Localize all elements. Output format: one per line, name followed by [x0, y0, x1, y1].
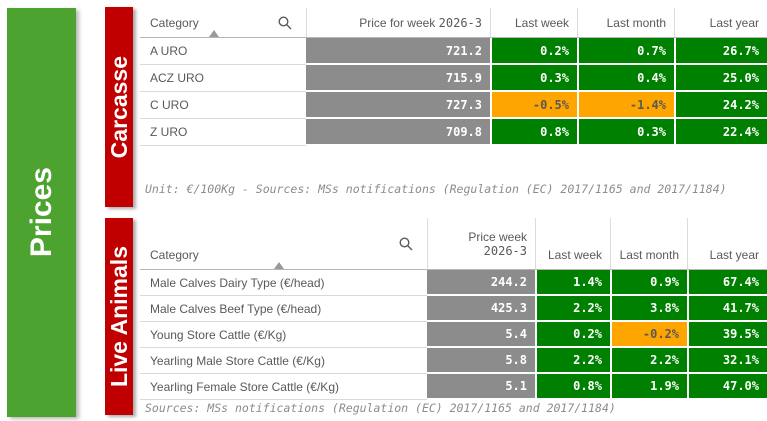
column-header-category[interactable]: Category [140, 8, 306, 38]
sort-ascending-icon [209, 30, 219, 37]
last-month-cell[interactable]: 1.9% [610, 374, 687, 400]
price-cell[interactable]: 5.4 [427, 322, 535, 348]
live-animals-sources-note: Sources: MSs notifications (Regulation (… [145, 401, 616, 415]
price-cell[interactable]: 715.9 [306, 65, 490, 92]
last-year-cell[interactable]: 26.7% [674, 38, 767, 65]
last-month-cell[interactable]: 0.3% [577, 119, 674, 146]
last-week-cell[interactable]: 0.2% [490, 38, 577, 65]
column-header-category[interactable]: Category [140, 218, 427, 270]
price-cell[interactable]: 5.1 [427, 374, 535, 400]
last-month-cell[interactable]: 0.7% [577, 38, 674, 65]
last-month-cell[interactable]: 0.4% [577, 65, 674, 92]
last-month-cell[interactable]: 3.8% [610, 296, 687, 322]
table-row: Z URO 709.8 0.8% 0.3% 22.4% [140, 119, 767, 146]
carcasse-price-table: Category Price for week 2026-3 Last week La… [140, 8, 767, 146]
column-header-last-week[interactable]: Last week [490, 8, 577, 38]
last-year-cell[interactable]: 24.2% [674, 92, 767, 119]
category-cell[interactable]: Yearling Female Store Cattle (€/Kg) [140, 374, 427, 400]
last-week-cell[interactable]: 0.3% [490, 65, 577, 92]
category-cell[interactable]: Male Calves Beef Type (€/head) [140, 296, 427, 322]
category-header-label: Category [150, 248, 199, 262]
last-week-cell[interactable]: 2.2% [535, 296, 610, 322]
last-week-cell[interactable]: 0.8% [490, 119, 577, 146]
prices-banner-label: Prices [24, 167, 58, 258]
price-header-week: 2026-3 [483, 243, 527, 258]
category-cell[interactable]: Male Calves Dairy Type (€/head) [140, 270, 427, 296]
table-row: Yearling Female Store Cattle (€/Kg) 5.1 0.… [140, 374, 767, 400]
prices-banner: Prices [7, 8, 76, 417]
column-header-last-year[interactable]: Last year [687, 218, 767, 270]
last-week-cell[interactable]: 0.2% [535, 322, 610, 348]
price-cell[interactable]: 244.2 [427, 270, 535, 296]
category-cell[interactable]: Yearling Male Store Cattle (€/Kg) [140, 348, 427, 374]
column-header-last-month[interactable]: Last month [577, 8, 674, 38]
category-cell[interactable]: Young Store Cattle (€/Kg) [140, 322, 427, 348]
price-cell[interactable]: 709.8 [306, 119, 490, 146]
search-icon[interactable] [277, 15, 293, 31]
last-month-cell[interactable]: 2.2% [610, 348, 687, 374]
category-cell[interactable]: Z URO [140, 119, 306, 146]
column-header-last-year[interactable]: Last year [674, 8, 767, 38]
carcasse-banner: Carcasse [105, 7, 133, 207]
category-cell[interactable]: A URO [140, 38, 306, 65]
table-row: Male Calves Dairy Type (€/head) 244.2 1.4%… [140, 270, 767, 296]
carcasse-table-container: Category Price for week 2026-3 Last week La… [140, 8, 767, 146]
last-year-cell[interactable]: 22.4% [674, 119, 767, 146]
price-cell[interactable]: 5.8 [427, 348, 535, 374]
price-header-label: Price for week [359, 15, 436, 30]
carcasse-sources-note: Unit: €/100Kg - Sources: MSs notificatio… [145, 182, 727, 196]
last-month-cell[interactable]: -1.4% [577, 92, 674, 119]
table-row: C URO 727.3 -0.5% -1.4% 24.2% [140, 92, 767, 119]
last-year-cell[interactable]: 32.1% [687, 348, 767, 374]
column-header-price[interactable]: Price week 2026-3 [427, 218, 535, 270]
last-week-cell[interactable]: -0.5% [490, 92, 577, 119]
table-row: A URO 721.2 0.2% 0.7% 26.7% [140, 38, 767, 65]
last-week-cell[interactable]: 2.2% [535, 348, 610, 374]
price-cell[interactable]: 721.2 [306, 38, 490, 65]
last-month-cell[interactable]: 0.9% [610, 270, 687, 296]
table-row: Yearling Male Store Cattle (€/Kg) 5.8 2.2%… [140, 348, 767, 374]
last-week-cell[interactable]: 0.8% [535, 374, 610, 400]
table-row: Male Calves Beef Type (€/head) 425.3 2.2% 3… [140, 296, 767, 322]
table-row: Young Store Cattle (€/Kg) 5.4 0.2% -0.2% 39.… [140, 322, 767, 348]
category-cell[interactable]: C URO [140, 92, 306, 119]
price-cell[interactable]: 727.3 [306, 92, 490, 119]
last-year-cell[interactable]: 39.5% [687, 322, 767, 348]
table-row: ACZ URO 715.9 0.3% 0.4% 25.0% [140, 65, 767, 92]
column-header-last-month[interactable]: Last month [610, 218, 687, 270]
price-header-label: Price week [468, 229, 527, 244]
last-week-cell[interactable]: 1.4% [535, 270, 610, 296]
price-cell[interactable]: 425.3 [427, 296, 535, 322]
last-year-cell[interactable]: 47.0% [687, 374, 767, 400]
live-animals-banner: Live Animals [105, 218, 133, 415]
last-year-cell[interactable]: 67.4% [687, 270, 767, 296]
column-header-price[interactable]: Price for week 2026-3 [306, 8, 490, 38]
live-animals-table-container: Category Price week 2026-3 Last week Last mo… [140, 218, 767, 400]
sort-ascending-icon [274, 262, 284, 269]
column-header-last-week[interactable]: Last week [535, 218, 610, 270]
last-year-cell[interactable]: 41.7% [687, 296, 767, 322]
price-header-week: 2026-3 [438, 15, 482, 30]
category-header-label: Category [150, 15, 199, 30]
live-animals-price-table: Category Price week 2026-3 Last week Last mo… [140, 218, 767, 400]
last-year-cell[interactable]: 25.0% [674, 65, 767, 92]
search-icon[interactable] [398, 236, 414, 252]
live-animals-banner-label: Live Animals [105, 245, 132, 388]
last-month-cell[interactable]: -0.2% [610, 322, 687, 348]
carcasse-banner-label: Carcasse [105, 55, 132, 159]
category-cell[interactable]: ACZ URO [140, 65, 306, 92]
